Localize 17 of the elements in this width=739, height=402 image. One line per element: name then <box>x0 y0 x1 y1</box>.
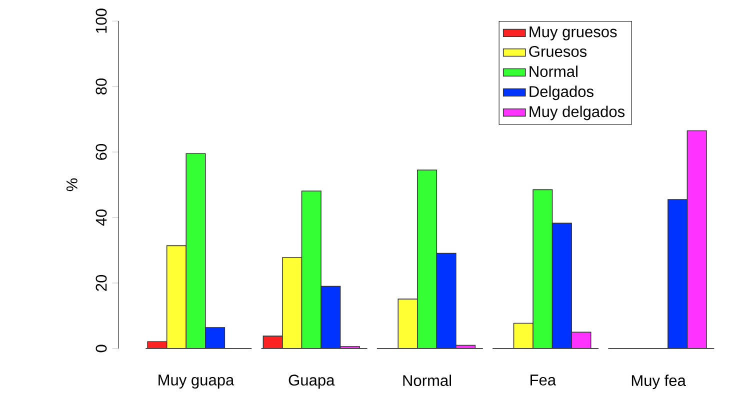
x-tick-label: Fea <box>530 374 556 386</box>
y-tick-label: 100 <box>96 8 107 33</box>
y-tick-label: 20 <box>96 275 107 291</box>
legend-label: Gruesos <box>529 46 587 57</box>
legend-label: Muy gruesos <box>530 26 617 40</box>
x-tick-label: Normal <box>403 374 452 386</box>
x-tick-label: Muy guapa <box>158 374 234 389</box>
y-tick-label: 80 <box>96 78 107 95</box>
y-tick-label: 40 <box>96 210 107 226</box>
legend-label: Normal <box>530 66 578 78</box>
legend-label: Delgados <box>530 86 594 100</box>
x-tick-label: Muy fea <box>632 374 686 390</box>
y-tick-label: 60 <box>96 144 107 160</box>
x-tick-label: Guapa <box>288 374 335 389</box>
legend-label: Muy delgados <box>530 106 625 120</box>
y-axis-title: % <box>66 178 78 192</box>
y-tick-label: 0 <box>96 344 107 352</box>
